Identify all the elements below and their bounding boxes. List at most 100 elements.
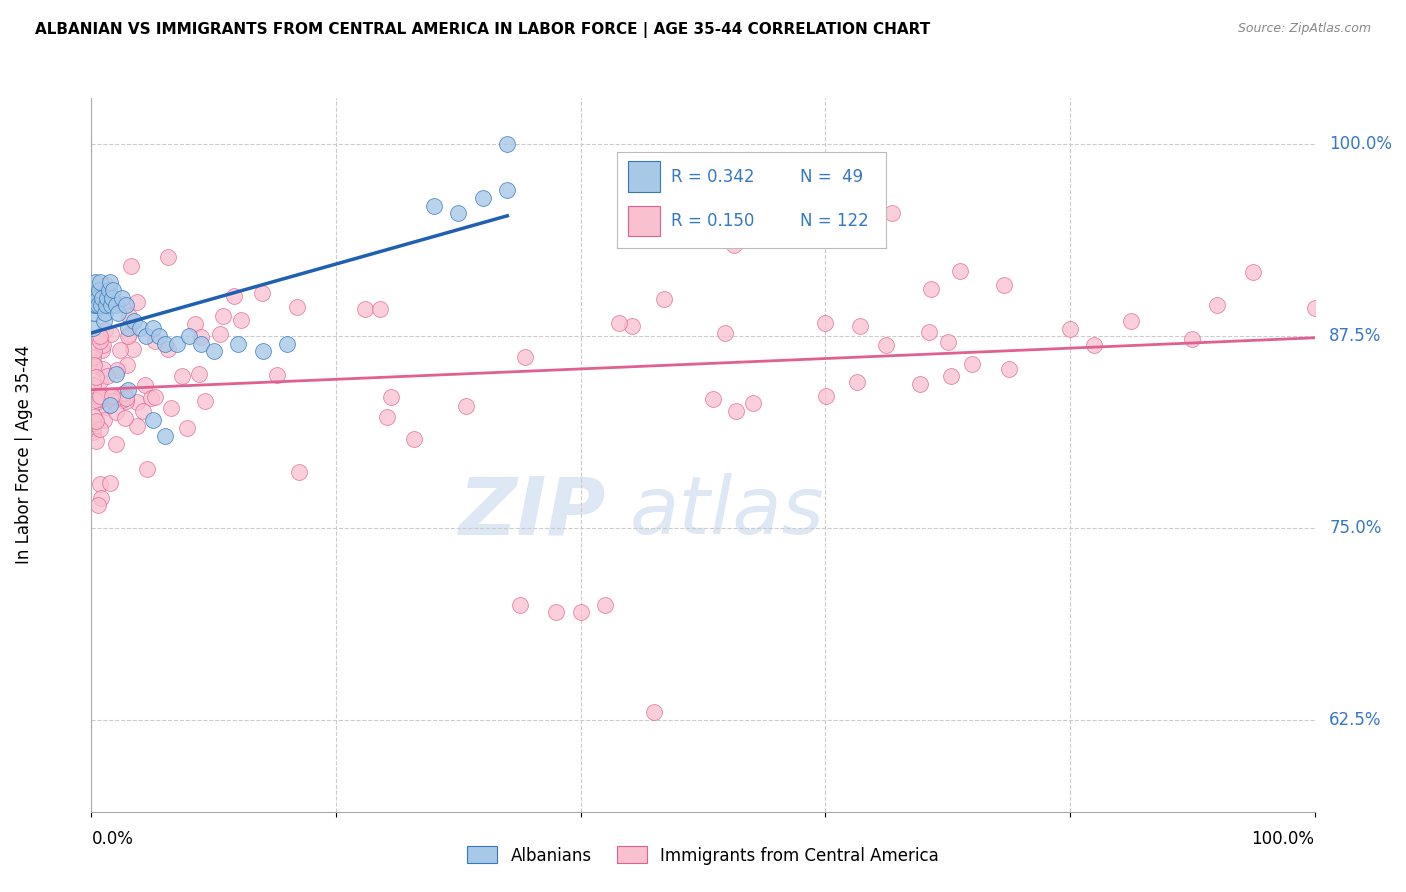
Text: 87.5%: 87.5% <box>1329 327 1382 345</box>
Point <box>447 206 470 220</box>
Text: atlas: atlas <box>630 473 824 551</box>
Text: 100.0%: 100.0% <box>1329 136 1392 153</box>
Point <box>87 393 110 408</box>
Point <box>83 298 105 312</box>
Point <box>135 329 157 343</box>
Point <box>949 264 972 278</box>
Point <box>287 465 309 479</box>
Point <box>90 298 112 312</box>
Point <box>84 369 107 384</box>
Point <box>118 310 141 324</box>
Point <box>742 396 765 410</box>
Bar <box>628 161 661 192</box>
Point <box>83 306 105 320</box>
Point <box>84 275 107 289</box>
Point <box>98 475 121 490</box>
Point <box>515 351 537 365</box>
Point <box>920 282 942 296</box>
Point <box>880 206 903 220</box>
Point <box>101 389 124 403</box>
Point <box>849 318 872 333</box>
Point <box>122 313 145 327</box>
Point <box>725 404 748 418</box>
Point <box>98 275 121 289</box>
Point <box>845 375 868 389</box>
Point <box>117 329 139 343</box>
Point <box>141 413 163 427</box>
Point <box>153 428 176 442</box>
Point <box>143 390 166 404</box>
Point <box>139 392 162 406</box>
Point <box>226 336 249 351</box>
Point <box>423 198 446 212</box>
Point <box>129 321 152 335</box>
Point <box>723 238 745 252</box>
Point <box>82 355 104 369</box>
Point <box>115 359 138 373</box>
Point <box>118 326 141 341</box>
Point <box>83 358 105 372</box>
Point <box>86 414 108 428</box>
Point <box>84 434 107 449</box>
Point <box>620 318 643 333</box>
Point <box>960 357 983 371</box>
Point <box>117 321 139 335</box>
Point <box>103 283 125 297</box>
Point <box>404 432 426 446</box>
Point <box>187 368 209 382</box>
Point <box>82 377 104 392</box>
Point <box>89 389 111 403</box>
Point <box>368 301 391 316</box>
Point <box>166 336 188 351</box>
Point <box>112 385 135 400</box>
Point <box>89 275 111 289</box>
Point <box>471 191 494 205</box>
Point <box>96 291 118 305</box>
Point <box>607 316 630 330</box>
Point <box>117 383 139 397</box>
Point <box>108 343 131 357</box>
Point <box>1243 265 1265 279</box>
Point <box>114 298 136 312</box>
Point <box>125 295 148 310</box>
Point <box>89 334 111 349</box>
Point <box>84 291 107 305</box>
Point <box>496 137 519 152</box>
Point <box>82 416 104 430</box>
Point <box>87 499 110 513</box>
Text: ZIP: ZIP <box>458 473 605 551</box>
Point <box>100 327 122 342</box>
Point <box>101 291 124 305</box>
Text: In Labor Force | Age 35-44: In Labor Force | Age 35-44 <box>15 345 34 565</box>
Point <box>156 250 179 264</box>
Point <box>211 309 233 323</box>
Point <box>143 334 166 348</box>
Point <box>91 338 114 352</box>
Point <box>908 377 931 392</box>
Point <box>111 392 134 407</box>
Point <box>104 298 127 312</box>
Text: Source: ZipAtlas.com: Source: ZipAtlas.com <box>1237 22 1371 36</box>
Point <box>643 705 665 719</box>
Point <box>148 329 170 343</box>
Point <box>82 416 104 430</box>
Point <box>998 361 1021 376</box>
Point <box>546 605 568 619</box>
Point <box>107 306 129 320</box>
Point <box>993 278 1015 293</box>
Point <box>250 286 273 301</box>
Point <box>115 391 138 405</box>
Point <box>1303 301 1326 315</box>
Point <box>380 390 402 404</box>
Point <box>157 342 180 356</box>
Point <box>98 398 121 412</box>
Text: 62.5%: 62.5% <box>1329 711 1382 729</box>
Point <box>87 283 110 297</box>
Point <box>153 336 176 351</box>
Point <box>917 326 939 340</box>
Text: R = 0.342: R = 0.342 <box>671 168 755 186</box>
Point <box>93 313 115 327</box>
Point <box>375 409 398 424</box>
Point <box>354 301 377 316</box>
Point <box>115 394 138 409</box>
